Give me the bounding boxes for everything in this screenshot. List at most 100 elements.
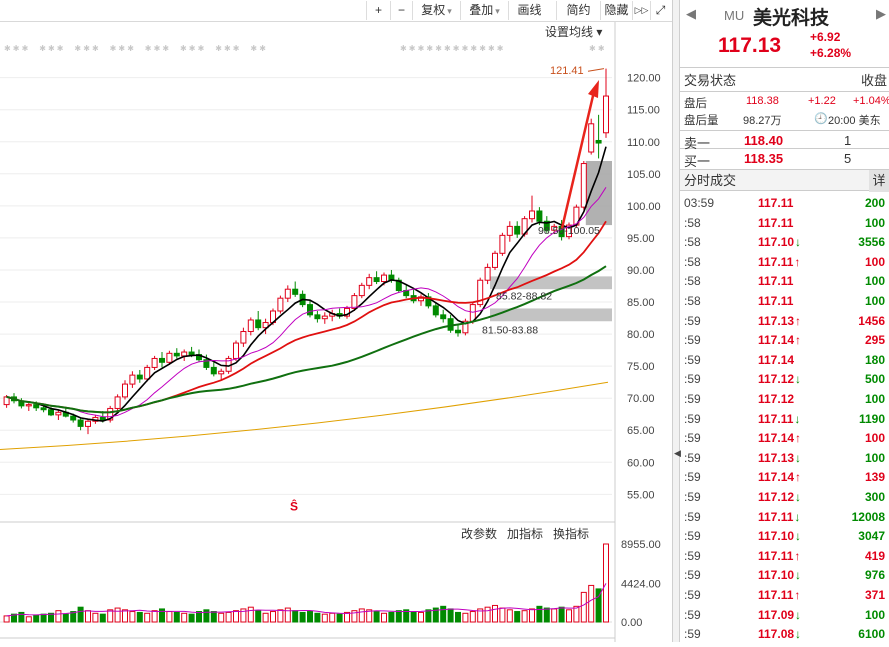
trade-price: 117.11	[758, 215, 794, 230]
trade-row: :59 117.11↓ 1190	[680, 410, 889, 430]
event-marker: ✱	[22, 44, 29, 53]
trade-row: :59 117.08↓ 6100	[680, 625, 889, 645]
volume-bar	[440, 605, 447, 623]
event-marker: ✱	[462, 44, 469, 53]
candlestick-chart[interactable]: ✱ ✱ ✱ ✱ ✱ ✱ ✱ ✱ ✱ ✱ ✱ ✱ ✱ ✱ ✱ ✱ ✱ ✱ ✱ ✱ ✱ ✱ ✱ ✱ ✱ ✱ ✱ ✱ ✱ ✱ ✱ ✱ ✱ ✱ ✱ ✱ ✱ 8…	[0, 22, 672, 642]
trade-price: 117.08↓	[758, 627, 802, 642]
volume-bar	[144, 612, 151, 623]
zoom-out-button[interactable]: −	[390, 1, 412, 20]
time-sales-more-button[interactable]: 详	[869, 170, 889, 192]
volume-bar	[321, 613, 328, 623]
candle-body	[55, 411, 62, 416]
ask-row: 卖一 118.40 1	[680, 133, 889, 151]
volume-bar	[580, 591, 587, 623]
trade-volume: 100	[864, 274, 885, 289]
trade-price: 117.14↑	[758, 470, 802, 485]
red-arrow-head	[588, 80, 599, 98]
candle-body	[210, 366, 217, 375]
candle-body	[566, 224, 572, 238]
price-tick-label: 65.00	[627, 425, 655, 437]
arrow-down-icon: ↓	[795, 627, 802, 642]
draw-line-button[interactable]: 画线	[508, 1, 550, 20]
trade-row: :59 117.12↓ 500	[680, 370, 889, 390]
volume-bar	[536, 605, 543, 623]
trade-status-bar: 交易状态 收盘	[680, 70, 889, 92]
trade-time: :59	[684, 450, 701, 465]
trade-row: :59 117.12 100	[680, 390, 889, 410]
indicator-button: 改参数	[461, 526, 497, 541]
time-sales-title: 分时成交	[684, 173, 737, 188]
event-marker: ✱	[92, 44, 99, 53]
trade-price: 117.11↑	[758, 588, 801, 602]
trade-volume: 500	[864, 372, 885, 387]
volume-bar	[173, 611, 180, 623]
hide-button[interactable]: 隐藏	[600, 1, 632, 20]
trade-row: :59 117.14↑ 295	[680, 331, 889, 351]
compact-button[interactable]: 简约	[556, 1, 600, 20]
candle-body	[514, 225, 521, 235]
prev-stock-icon[interactable]: ◀	[686, 6, 696, 21]
next-stock-icon[interactable]: ▶	[876, 6, 886, 21]
volume-bar	[344, 611, 350, 623]
price-tick-label: 85.00	[627, 297, 655, 309]
trade-volume: 100	[864, 254, 885, 269]
volume-bar	[114, 607, 121, 623]
volume-bar	[40, 613, 47, 623]
indicator-button: 换指标	[553, 526, 589, 541]
price-change-pct: +6.28%	[810, 46, 852, 60]
kline-chart-area[interactable]: ✱ ✱ ✱ ✱ ✱ ✱ ✱ ✱ ✱ ✱ ✱ ✱ ✱ ✱ ✱ ✱ ✱ ✱ ✱ ✱ ✱ ✱ ✱ ✱ ✱ ✱ ✱ ✱ ✱ ✱ ✱ ✱ ✱ ✱ ✱ ✱ ✱ 8…	[0, 22, 672, 642]
trade-row: :59 117.14 180	[680, 351, 889, 371]
candle-body	[151, 357, 158, 368]
event-marker: ✱	[145, 44, 152, 53]
candle-body	[477, 279, 484, 306]
trade-row: :59 117.10↓ 976	[680, 566, 889, 586]
price-tick-label: 75.00	[627, 361, 655, 373]
volume-bar	[203, 609, 210, 623]
panel-splitter[interactable]: ◀	[672, 0, 681, 642]
trade-volume: 180	[864, 352, 885, 367]
volume-bar	[70, 611, 77, 623]
overlay-label: 叠加	[469, 3, 494, 17]
candle-body	[25, 404, 32, 407]
zoom-in-button[interactable]: +	[366, 1, 390, 20]
volume-bar	[484, 606, 491, 623]
next-icon[interactable]: ▷▷	[632, 1, 650, 20]
trade-price: 117.11	[758, 294, 794, 308]
volume-bar	[136, 611, 143, 623]
volume-bar	[447, 608, 454, 623]
volume-bar	[425, 609, 432, 623]
candle-body	[262, 322, 269, 329]
trade-volume: 12008	[851, 509, 885, 524]
trade-volume: 100	[864, 392, 885, 406]
trade-time: :59	[684, 509, 701, 524]
clock-icon: 🕘	[814, 113, 828, 125]
quote-header: ◀ MU 美光科技 ▶ 117.13 +6.92 +6.28%	[680, 0, 889, 68]
trade-time: :59	[684, 568, 701, 583]
trade-volume: 1456	[858, 313, 885, 328]
candle-body	[188, 351, 195, 356]
volume-bar	[410, 611, 417, 623]
volume-bar	[92, 612, 99, 623]
event-marker: ✱	[435, 44, 442, 53]
event-marker: ✱	[453, 44, 460, 53]
trade-volume: 100	[864, 450, 885, 465]
last-price: 117.13	[718, 34, 782, 57]
trade-volume: 976	[864, 568, 885, 583]
trade-time: 03:59	[684, 196, 715, 210]
trade-price: 117.11↓	[758, 411, 801, 426]
trade-row: :58 117.11 100	[680, 292, 889, 312]
volume-bar	[151, 610, 158, 623]
trade-price: 117.10↓	[758, 235, 802, 250]
collapse-arrow-icon[interactable]: ◀	[674, 448, 681, 458]
arrow-down-icon: ↓	[795, 529, 802, 544]
adjust-dropdown[interactable]: 复权	[412, 1, 460, 20]
overlay-dropdown[interactable]: 叠加	[460, 1, 508, 20]
candle-body	[462, 320, 469, 334]
trade-volume: 300	[864, 490, 885, 504]
candle-body	[499, 234, 506, 254]
fullscreen-icon[interactable]: ⤢	[650, 1, 670, 20]
volume-tick-label: 8955.00	[621, 539, 661, 551]
event-marker: ✱	[400, 44, 407, 53]
candle-body	[284, 288, 291, 299]
event-marker: ✱	[470, 44, 477, 53]
